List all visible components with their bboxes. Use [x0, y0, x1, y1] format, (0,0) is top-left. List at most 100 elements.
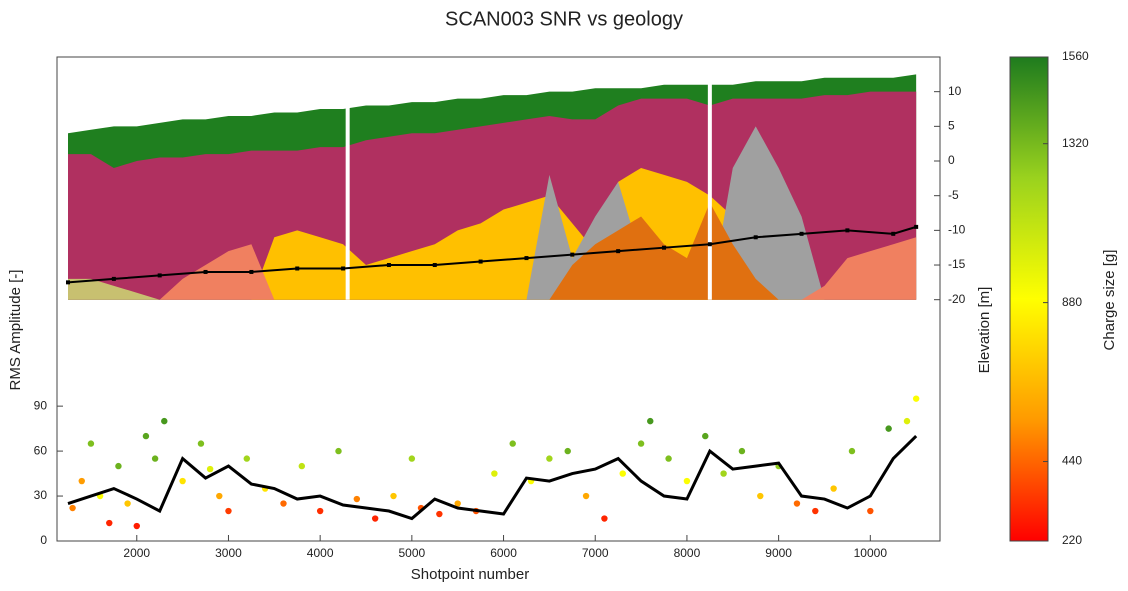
colorbar-tick-label: 220 — [1062, 533, 1082, 547]
elevation-point — [341, 266, 345, 270]
x-tick-label: 4000 — [307, 546, 334, 560]
x-tick-label: 10000 — [854, 546, 888, 560]
x-tick-label: 5000 — [398, 546, 425, 560]
rms-point — [665, 455, 671, 461]
x-tick-label: 8000 — [674, 546, 701, 560]
rms-point — [372, 515, 378, 521]
rms-point — [702, 433, 708, 439]
rms-point — [69, 505, 75, 511]
y-tick-label: 90 — [34, 398, 48, 412]
elevation-point — [295, 266, 299, 270]
geology-gap — [346, 57, 350, 300]
elevation-point — [570, 253, 574, 257]
rms-point — [720, 470, 726, 476]
rms-point — [565, 448, 571, 454]
colorbar-tick-label: 1320 — [1062, 136, 1089, 150]
rms-point — [812, 508, 818, 514]
elevation-point — [249, 270, 253, 274]
elevation-point — [66, 280, 70, 284]
y2-tick-label: -15 — [948, 257, 966, 271]
x-tick-label: 2000 — [123, 546, 150, 560]
rms-point — [867, 508, 873, 514]
rms-point — [390, 493, 396, 499]
elevation-point — [708, 242, 712, 246]
chart-title: SCAN003 SNR vs geology — [445, 8, 683, 30]
elevation-point — [387, 263, 391, 267]
rms-point — [739, 448, 745, 454]
y2-tick-label: 0 — [948, 153, 955, 167]
y-tick-label: 30 — [34, 488, 48, 502]
rms-point — [225, 508, 231, 514]
elevation-point — [754, 235, 758, 239]
x-tick-label: 9000 — [765, 546, 792, 560]
rms-point — [583, 493, 589, 499]
page: SCAN003 SNR vs geology Shotpoint number … — [0, 0, 1128, 591]
rms-point — [354, 496, 360, 502]
y2-tick-label: 5 — [948, 119, 955, 133]
rms-point — [280, 500, 286, 506]
rms-point — [885, 425, 891, 431]
rms-point — [244, 455, 250, 461]
rms-point — [198, 440, 204, 446]
rms-point — [216, 493, 222, 499]
rms-point — [299, 463, 305, 469]
rms-point — [491, 470, 497, 476]
rms-point — [143, 433, 149, 439]
rms-point — [510, 440, 516, 446]
elevation-point — [204, 270, 208, 274]
rms-point — [409, 455, 415, 461]
rms-point — [647, 418, 653, 424]
rms-point — [620, 470, 626, 476]
rms-point — [849, 448, 855, 454]
colorbar-tick-label: 1560 — [1062, 49, 1089, 63]
rms-point — [794, 500, 800, 506]
x-axis-label: Shotpoint number — [411, 566, 529, 583]
rms-point — [207, 466, 213, 472]
colorbar-label: Charge size [g] — [1101, 250, 1118, 351]
x-tick-label: 3000 — [215, 546, 242, 560]
elevation-point — [891, 232, 895, 236]
elevation-point — [433, 263, 437, 267]
rms-point — [115, 463, 121, 469]
rms-point — [124, 500, 130, 506]
elevation-point — [845, 228, 849, 232]
y-tick-label: 60 — [34, 443, 48, 457]
y2-tick-label: -10 — [948, 223, 966, 237]
y2-axis-label: Elevation [m] — [976, 287, 993, 374]
chart: SCAN003 SNR vs geology Shotpoint number … — [0, 0, 1128, 586]
y2-tick-label: -20 — [948, 292, 966, 306]
rms-point — [179, 478, 185, 484]
geology-gap — [708, 57, 712, 300]
rms-point — [757, 493, 763, 499]
elevation-point — [112, 277, 116, 281]
rms-point — [161, 418, 167, 424]
rms-point — [913, 395, 919, 401]
y-axis-label: RMS Amplitude [-] — [7, 270, 24, 391]
rms-point — [134, 523, 140, 529]
y2-tick-label: -5 — [948, 188, 959, 202]
elevation-point — [800, 232, 804, 236]
y-tick-label: 0 — [40, 533, 47, 547]
elevation-point — [158, 273, 162, 277]
x-tick-label: 7000 — [582, 546, 609, 560]
rms-mean-line — [68, 436, 916, 518]
colorbar — [1010, 57, 1048, 541]
rms-point — [436, 511, 442, 517]
colorbar-tick-label: 880 — [1062, 295, 1082, 309]
elevation-point — [479, 260, 483, 264]
x-tick-label: 6000 — [490, 546, 517, 560]
rms-point — [684, 478, 690, 484]
rms-point — [317, 508, 323, 514]
rms-point — [106, 520, 112, 526]
rms-point — [546, 455, 552, 461]
rms-point — [79, 478, 85, 484]
elevation-point — [524, 256, 528, 260]
rms-point — [904, 418, 910, 424]
elevation-point — [914, 225, 918, 229]
rms-point — [88, 440, 94, 446]
rms-point — [601, 515, 607, 521]
rms-point — [152, 455, 158, 461]
elevation-point — [616, 249, 620, 253]
y2-tick-label: 10 — [948, 84, 962, 98]
rms-point — [335, 448, 341, 454]
